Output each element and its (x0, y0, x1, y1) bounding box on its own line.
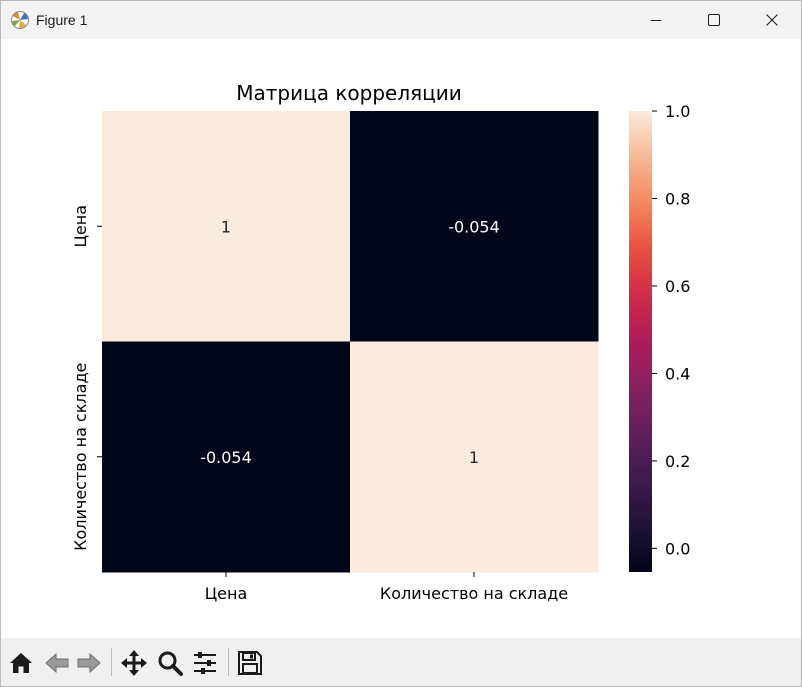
configure-icon (194, 652, 216, 674)
minimize-button[interactable] (627, 1, 685, 39)
maximize-button[interactable] (685, 1, 743, 39)
navigation-toolbar (1, 638, 801, 686)
heatmap-figure: Матрица корреляции 1 -0.054 -0.054 1 Цена Ко… (71, 81, 690, 603)
zoom-button[interactable] (155, 648, 185, 678)
colorbar-tick-label: 0.0 (665, 539, 690, 558)
y-tick-label: Количество на складе (71, 363, 90, 551)
home-button[interactable] (6, 648, 36, 678)
heatmap-cell (102, 111, 351, 342)
cell-annotation: 1 (469, 448, 479, 467)
colorbar (629, 111, 652, 572)
heatmap-cells: 1 -0.054 -0.054 1 (102, 111, 599, 573)
toolbar-separator (228, 648, 229, 676)
pan-button[interactable] (119, 648, 149, 678)
title-bar: Figure 1 (1, 1, 801, 39)
toolbar-separator (111, 648, 112, 676)
colorbar-tick-label: 0.2 (665, 452, 690, 471)
x-tick-label: Цена (205, 584, 248, 603)
forward-icon (77, 652, 101, 674)
forward-button[interactable] (74, 648, 104, 678)
save-button[interactable] (235, 648, 265, 678)
minimize-icon (651, 20, 661, 21)
back-icon (45, 652, 69, 674)
colorbar-tick-label: 0.8 (665, 189, 690, 208)
close-icon (766, 14, 778, 26)
configure-subplots-button[interactable] (190, 648, 220, 678)
colorbar-tick-label: 0.6 (665, 277, 690, 296)
heatmap-cell (350, 111, 599, 342)
home-icon (10, 653, 32, 673)
zoom-icon (158, 651, 183, 676)
matplotlib-app-icon (11, 11, 29, 29)
colorbar-tick-label: 1.0 (665, 102, 690, 121)
pan-icon (121, 650, 147, 676)
close-button[interactable] (743, 1, 801, 39)
back-button[interactable] (42, 648, 72, 678)
heatmap-axes: Цена Количество на складе Цена Количество н… (71, 205, 568, 603)
colorbar-tick-label: 0.4 (665, 364, 690, 383)
maximize-icon (708, 14, 720, 26)
heatmap-cell (102, 341, 351, 573)
cell-annotation: 1 (221, 217, 231, 236)
colorbar-axis: 0.0 0.2 0.4 0.6 0.8 1.0 (652, 102, 690, 558)
cell-annotation: -0.054 (200, 448, 252, 467)
heatmap-cell (350, 341, 599, 573)
figure-canvas[interactable]: Матрица корреляции 1 -0.054 -0.054 1 Цена Ко… (1, 39, 801, 638)
cell-annotation: -0.054 (448, 217, 500, 236)
save-icon (238, 651, 262, 675)
chart-title: Матрица корреляции (236, 81, 462, 105)
window-title: Figure 1 (36, 12, 88, 28)
x-tick-label: Количество на складе (380, 584, 568, 603)
y-tick-label: Цена (71, 205, 90, 248)
